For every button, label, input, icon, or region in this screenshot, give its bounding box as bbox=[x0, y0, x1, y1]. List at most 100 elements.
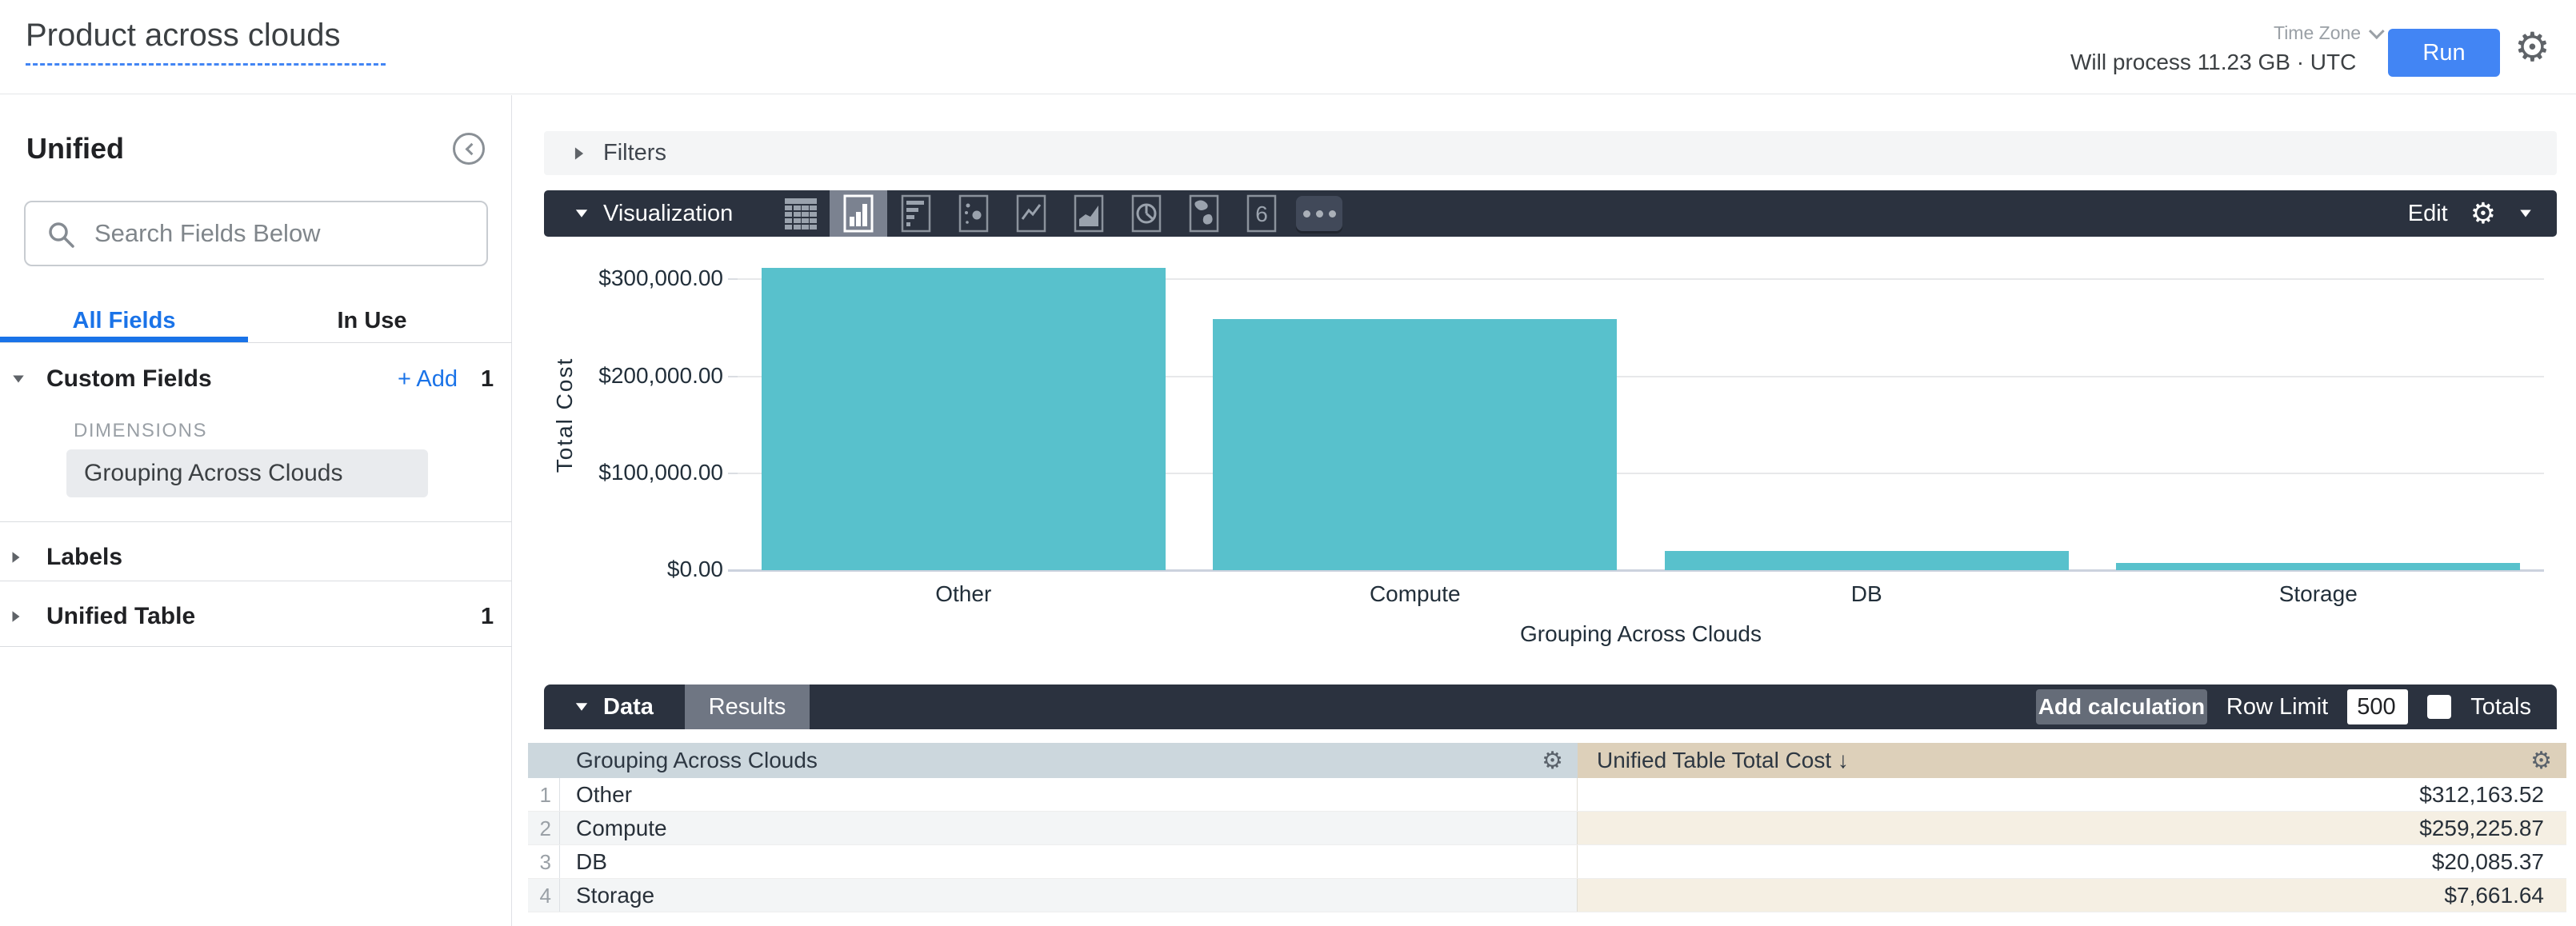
x-tick-label: Other bbox=[935, 581, 992, 606]
row-number: 2 bbox=[528, 812, 560, 844]
single-value-icon: 6 bbox=[1246, 194, 1277, 233]
filters-label: Filters bbox=[603, 140, 666, 166]
tab-results[interactable]: Results bbox=[685, 685, 810, 729]
search-fields-box bbox=[24, 201, 488, 266]
row-limit-input[interactable] bbox=[2347, 689, 2409, 724]
y-tick-label: $100,000.00 bbox=[598, 459, 723, 485]
page-title[interactable]: Product across clouds bbox=[26, 18, 386, 66]
query-settings-gear-icon[interactable]: ⚙ bbox=[2514, 25, 2550, 70]
filters-section-header[interactable]: Filters bbox=[544, 131, 2557, 175]
sidebar-section-labels[interactable]: Labels bbox=[0, 543, 512, 572]
viz-type-more-button[interactable] bbox=[1290, 190, 1348, 237]
dimension-cell[interactable]: Compute bbox=[560, 812, 1578, 844]
measure-cell[interactable]: $312,163.52 bbox=[2419, 782, 2544, 807]
gridline bbox=[738, 278, 2544, 281]
x-axis-title: Grouping Across Clouds bbox=[1520, 621, 1762, 646]
caret-down-icon bbox=[575, 703, 588, 711]
dimension-cell[interactable]: Storage bbox=[560, 879, 1578, 912]
y-tick-label: $200,000.00 bbox=[598, 362, 723, 388]
data-label: Data bbox=[603, 693, 654, 720]
section-count: 1 bbox=[481, 365, 494, 392]
viz-type-scatter[interactable] bbox=[945, 190, 1002, 237]
viz-type-table[interactable] bbox=[772, 190, 830, 237]
viz-type-single-value[interactable]: 6 bbox=[1233, 190, 1290, 237]
divider bbox=[0, 646, 512, 647]
viz-type-bar-chart[interactable] bbox=[887, 190, 945, 237]
caret-down-icon[interactable] bbox=[2520, 210, 2531, 218]
results-table: Grouping Across Clouds ⚙ Unified Table T… bbox=[528, 743, 2566, 912]
pie-chart-icon bbox=[1131, 194, 1162, 233]
tab-in-use[interactable]: In Use bbox=[337, 308, 407, 333]
divider bbox=[0, 342, 512, 343]
gridline bbox=[738, 472, 2544, 474]
table-row: 2 Compute $259,225.87 bbox=[528, 812, 2566, 845]
dimension-cell[interactable]: Other bbox=[560, 778, 1578, 811]
viz-type-area-chart[interactable] bbox=[1060, 190, 1118, 237]
caret-right-icon bbox=[574, 146, 584, 160]
sidebar-section-custom-fields[interactable]: Custom Fields + Add 1 bbox=[0, 365, 512, 393]
x-axis-line bbox=[728, 569, 2544, 572]
viz-type-line-chart[interactable] bbox=[1002, 190, 1060, 237]
column-chart-icon bbox=[843, 194, 874, 233]
visualization-gear-icon[interactable]: ⚙ bbox=[2470, 197, 2496, 230]
section-label: Labels bbox=[46, 544, 123, 570]
tab-all-fields[interactable]: All Fields bbox=[72, 308, 176, 333]
viz-type-map[interactable] bbox=[1175, 190, 1233, 237]
active-tab-indicator bbox=[0, 337, 248, 342]
run-button[interactable]: Run bbox=[2388, 29, 2500, 77]
chart-region: Total Cost $0.00 $100,000.00 $200,000.00 $3… bbox=[512, 236, 2576, 684]
totals-label: Totals bbox=[2470, 693, 2531, 720]
measure-cell[interactable]: $7,661.64 bbox=[1578, 879, 2566, 912]
area-chart-icon bbox=[1074, 194, 1104, 233]
search-icon bbox=[49, 222, 74, 248]
data-controls: Add calculation Row Limit Totals bbox=[2035, 685, 2531, 729]
sidebar-section-unified-table[interactable]: Unified Table 1 bbox=[0, 602, 512, 631]
caret-down-icon bbox=[13, 375, 24, 383]
data-collapse-toggle[interactable]: Data bbox=[574, 685, 654, 729]
visualization-actions: Edit ⚙ bbox=[2408, 190, 2533, 237]
collapse-sidebar-button[interactable] bbox=[453, 133, 485, 165]
section-label: Unified Table bbox=[46, 603, 196, 629]
x-tick-label: Compute bbox=[1369, 581, 1461, 606]
top-bar: Product across clouds Time Zone Will pro… bbox=[0, 0, 2576, 94]
chart-type-picker: 6 bbox=[772, 190, 1348, 237]
column-gear-icon[interactable]: ⚙ bbox=[2530, 747, 2552, 774]
column-header-grouping-across-clouds[interactable]: Grouping Across Clouds ⚙ bbox=[528, 743, 1578, 778]
visualization-collapse-toggle[interactable]: Visualization bbox=[574, 190, 733, 237]
y-tick-mark bbox=[728, 375, 738, 377]
timezone-dropdown[interactable]: Time Zone bbox=[2274, 22, 2385, 44]
line-chart-icon bbox=[1016, 194, 1046, 233]
measure-cell[interactable]: $259,225.87 bbox=[1578, 812, 2566, 844]
bar-compute[interactable] bbox=[1213, 318, 1618, 570]
bar-db[interactable] bbox=[1664, 550, 2069, 570]
y-tick-label: $0.00 bbox=[666, 557, 723, 581]
sort-descending-icon: ↓ bbox=[1837, 748, 1849, 772]
add-custom-field-button[interactable]: + Add bbox=[398, 365, 458, 392]
column-header-unified-table-total-cost[interactable]: Unified Table Total Cost ↓ ⚙ bbox=[1578, 743, 2566, 778]
add-calculation-button[interactable]: Add calculation bbox=[2035, 689, 2207, 724]
dimension-cell[interactable]: DB bbox=[560, 845, 1578, 878]
visualization-label: Visualization bbox=[603, 200, 734, 226]
data-section-header: Data Results Add calculation Row Limit T… bbox=[544, 685, 2557, 729]
field-grouping-across-clouds[interactable]: Grouping Across Clouds bbox=[66, 449, 428, 497]
bar-chart-icon bbox=[901, 194, 931, 233]
search-input[interactable] bbox=[94, 207, 470, 260]
measure-cell[interactable]: $20,085.37 bbox=[2431, 849, 2544, 874]
caret-down-icon bbox=[575, 210, 588, 218]
model-name: Unified bbox=[26, 132, 124, 165]
sidebar-tabs: All Fields In Use bbox=[0, 301, 512, 342]
bar-other[interactable] bbox=[761, 267, 1166, 570]
timezone-label: Time Zone bbox=[2274, 22, 2362, 43]
viz-type-pie-chart[interactable] bbox=[1118, 190, 1175, 237]
chevron-left-icon bbox=[465, 142, 478, 155]
totals-checkbox[interactable] bbox=[2427, 695, 2452, 719]
caret-right-icon bbox=[12, 552, 20, 563]
map-icon bbox=[1189, 194, 1219, 233]
edit-visualization-button[interactable]: Edit bbox=[2407, 200, 2448, 226]
scatter-plot-icon bbox=[958, 194, 989, 233]
column-gear-icon[interactable]: ⚙ bbox=[1542, 747, 1563, 774]
visualization-section-header: Visualization bbox=[544, 190, 2557, 237]
viz-type-column-chart[interactable] bbox=[830, 190, 887, 237]
bar-storage[interactable] bbox=[2116, 562, 2521, 570]
